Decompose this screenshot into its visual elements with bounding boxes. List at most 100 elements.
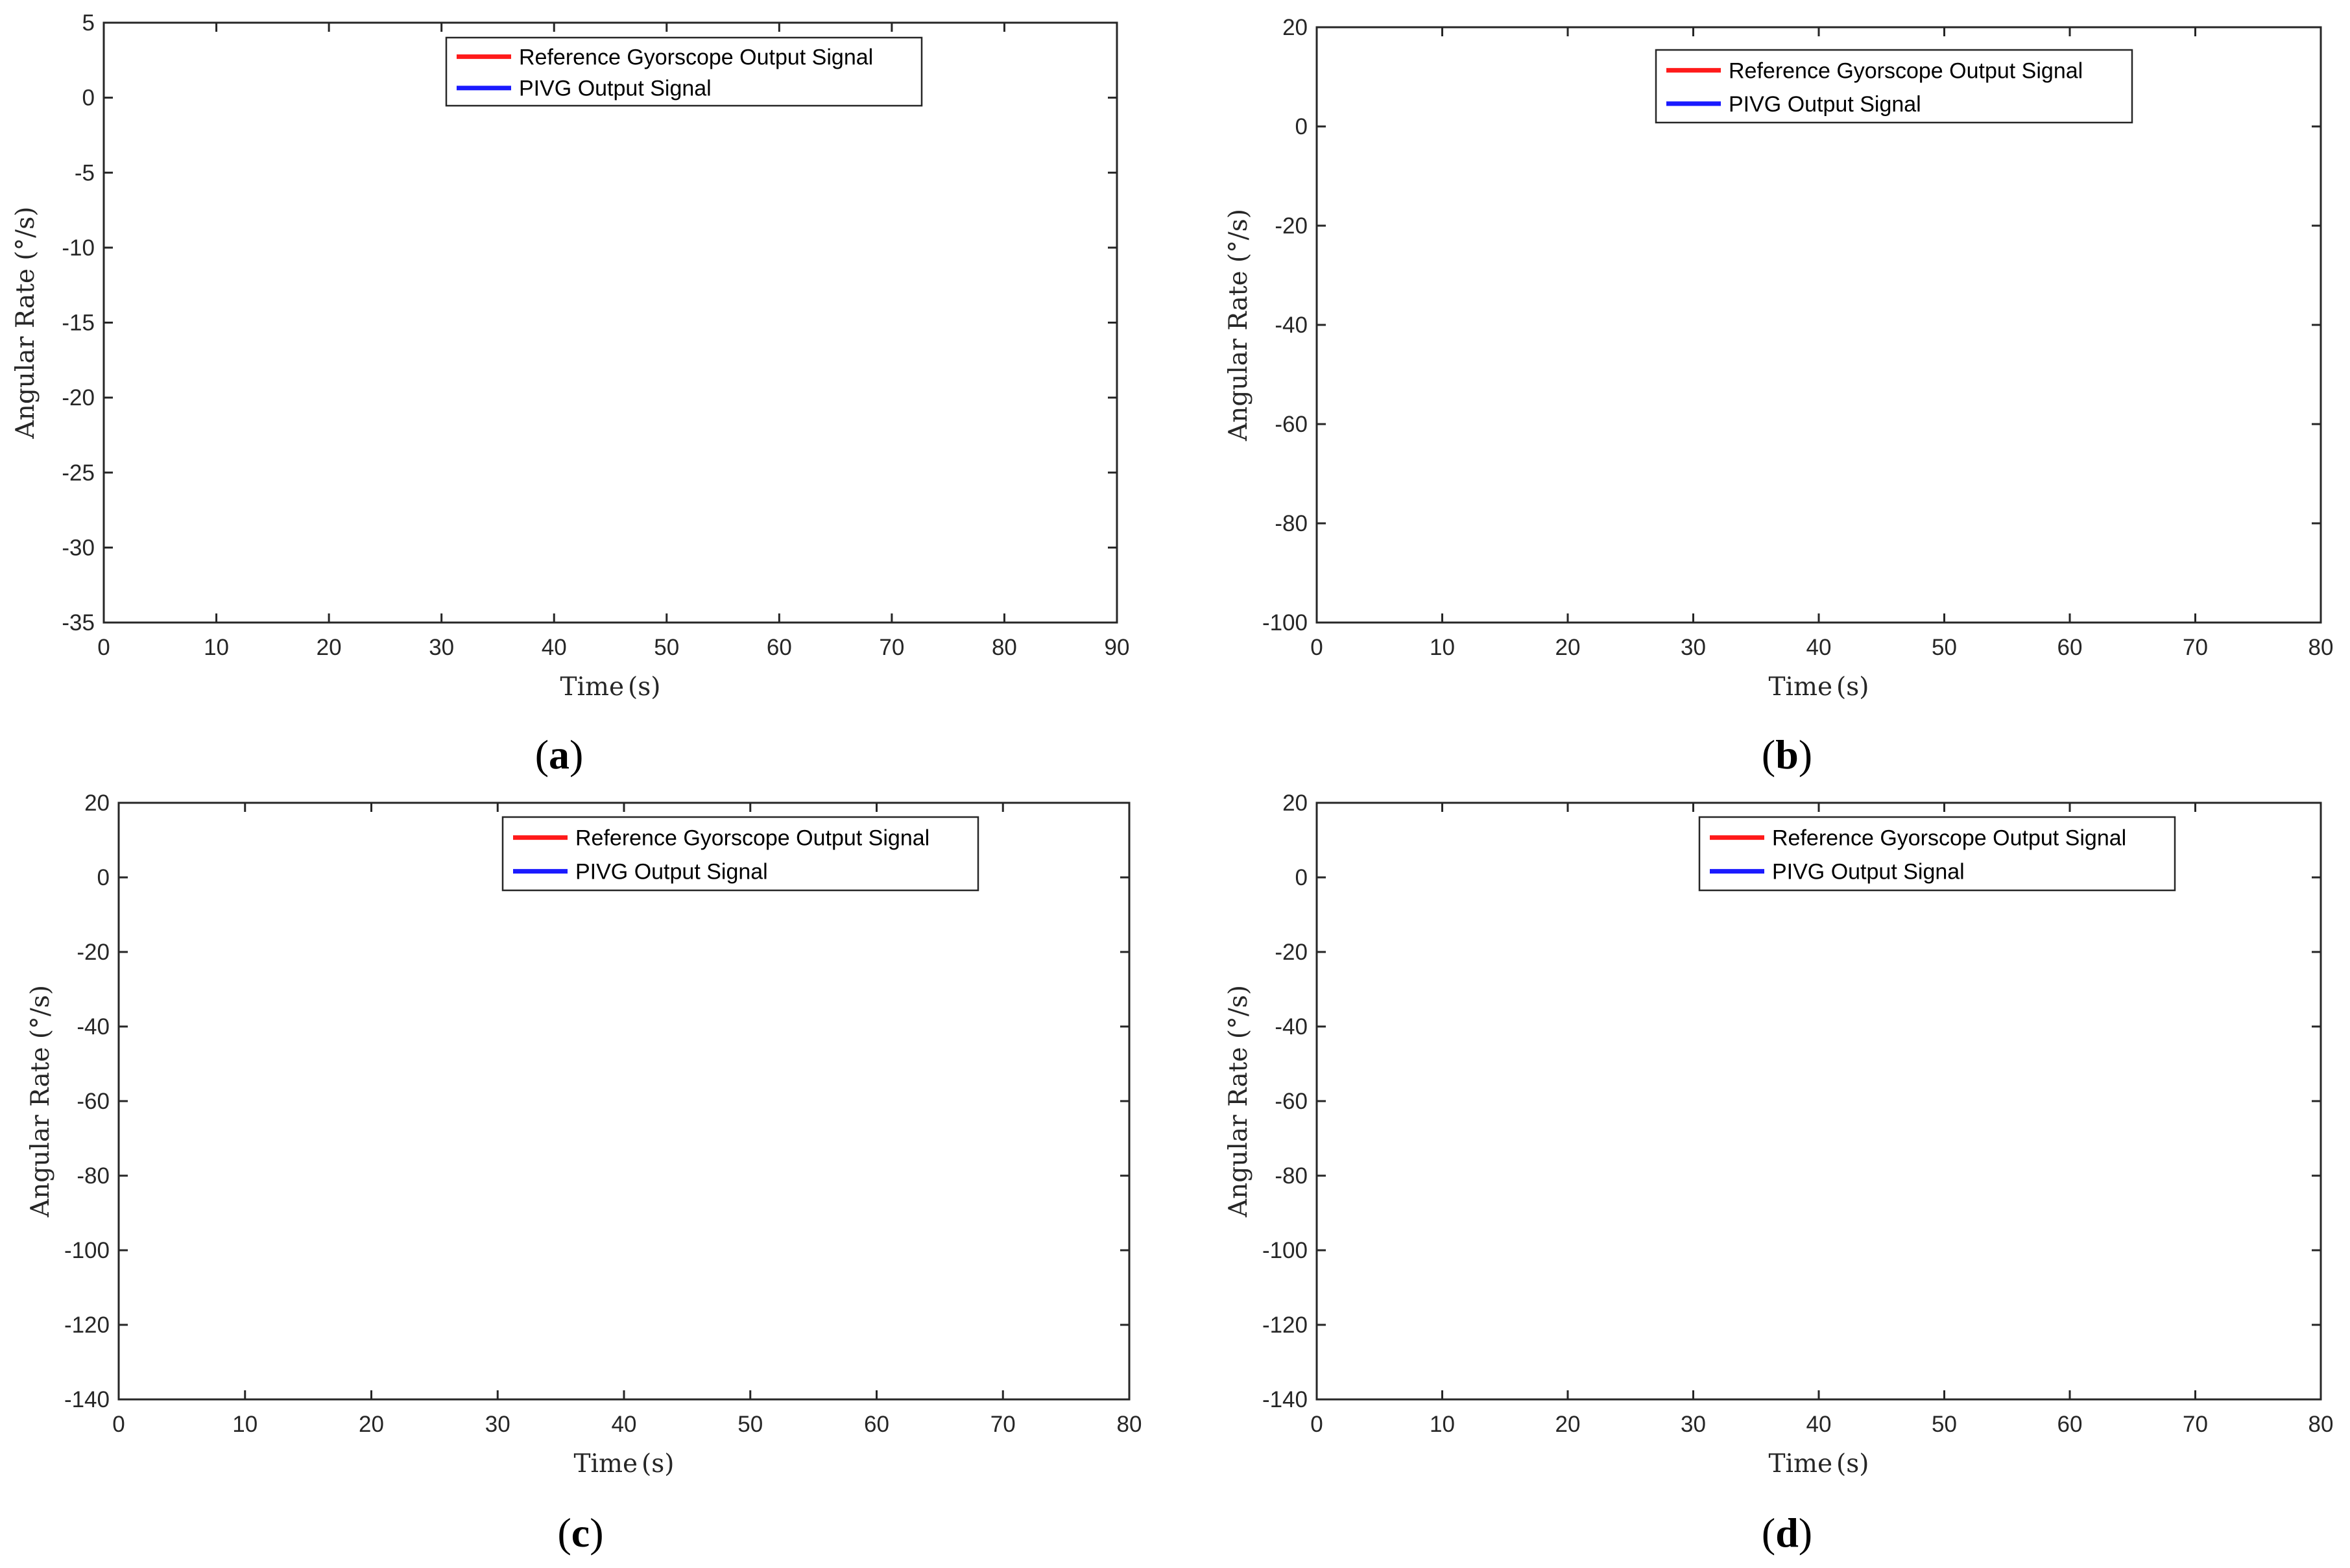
- x-tick-label: 90: [1105, 635, 1130, 660]
- chart-panel-d: 0 10 20 30 40 50 60 70 80 20 0 -20 -40 -60 -80 -100 -120…: [1224, 790, 2333, 1556]
- y-axis-label: Angular Rate (°/s): [11, 207, 40, 440]
- y-tick-label: 0: [1295, 114, 1308, 139]
- panel-caption: (b): [1762, 731, 1812, 778]
- x-tick-label: 50: [737, 1412, 763, 1437]
- y-tick-label: 5: [82, 10, 95, 36]
- x-tick-label: 20: [1555, 635, 1581, 660]
- x-tick-label: 70: [990, 1412, 1016, 1437]
- x-tick-label: 30: [485, 1412, 510, 1437]
- panel-caption: (d): [1762, 1510, 1812, 1556]
- axes-frame: [102, 21, 1118, 624]
- x-tick-label: 0: [1310, 1412, 1323, 1437]
- x-tick-label: 0: [112, 1412, 125, 1437]
- y-tick-label: -20: [1275, 940, 1308, 965]
- axes-frame: [1315, 802, 2322, 1401]
- legend-label-pivg: PIVG Output Signal: [575, 860, 768, 885]
- x-tick-label: 80: [2308, 635, 2334, 660]
- x-tick-label: 30: [1681, 635, 1706, 660]
- x-tick-label: 40: [542, 635, 567, 660]
- legend-box: [501, 816, 979, 892]
- y-tick-label: -10: [62, 235, 95, 261]
- y-tick-label: 20: [1282, 15, 1308, 40]
- chart-panel-b: 0 10 20 30 40 50 60 70 80 20 0 -20 -40 -60 -80 -100 Time…: [1224, 15, 2333, 778]
- y-axis-label: Angular Rate (°/s): [26, 985, 55, 1218]
- x-tick-label: 30: [1681, 1412, 1706, 1437]
- y-tick-label: -140: [64, 1387, 110, 1412]
- y-axis-label: Angular Rate (°/s): [1224, 209, 1253, 442]
- x-tick-label: 10: [204, 635, 229, 660]
- x-tick-label: 60: [2057, 1412, 2083, 1437]
- legend-box: [1655, 49, 2133, 124]
- x-axis-label: Time (s): [1768, 672, 1869, 702]
- x-tick-label: 10: [1430, 1412, 1455, 1437]
- legend-box: [445, 36, 923, 107]
- legend: Reference Gyorscope Output Signal PIVG Ou…: [445, 36, 923, 107]
- y-tick-label: -35: [62, 610, 95, 636]
- x-tick-label: 60: [2057, 635, 2083, 660]
- legend-label-reference: Reference Gyorscope Output Signal: [519, 45, 873, 69]
- x-tick-label: 80: [2308, 1412, 2334, 1437]
- x-axis-label: Time (s): [1768, 1449, 1869, 1479]
- legend: Reference Gyorscope Output Signal PIVG Ou…: [1698, 816, 2176, 892]
- x-tick-label: 70: [879, 635, 904, 660]
- y-tick-label: -60: [1275, 1089, 1308, 1114]
- y-tick-label: -40: [1275, 313, 1308, 338]
- y-tick-label: -20: [62, 385, 95, 410]
- x-tick-label: 60: [864, 1412, 889, 1437]
- x-tick-label: 50: [1932, 635, 1957, 660]
- y-tick-label: -60: [1275, 412, 1308, 437]
- x-tick-label: 20: [1555, 1412, 1581, 1437]
- y-tick-label: -100: [64, 1238, 110, 1263]
- legend-label-reference: Reference Gyorscope Output Signal: [1729, 58, 2083, 83]
- legend-label-pivg: PIVG Output Signal: [519, 77, 712, 101]
- x-tick-label: 40: [1806, 1412, 1832, 1437]
- x-tick-label: 40: [612, 1412, 637, 1437]
- y-tick-label: -80: [77, 1163, 110, 1189]
- y-tick-label: -40: [1275, 1014, 1308, 1039]
- x-axis-label: Time (s): [573, 1449, 674, 1479]
- y-tick-label: -5: [75, 160, 95, 185]
- y-tick-label: -25: [62, 460, 95, 486]
- x-tick-label: 70: [2183, 635, 2208, 660]
- chart-panel-c: 0 10 20 30 40 50 60 70 80 20 0 -20 -40 -60 -80 -100 -120…: [26, 790, 1142, 1556]
- y-tick-label: 0: [82, 86, 95, 111]
- legend-label-reference: Reference Gyorscope Output Signal: [575, 826, 929, 851]
- x-tick-label: 50: [1932, 1412, 1957, 1437]
- y-tick-label: -100: [1262, 1238, 1308, 1263]
- y-tick-label: 20: [84, 790, 110, 816]
- legend-label-pivg: PIVG Output Signal: [1772, 860, 1965, 885]
- x-tick-label: 20: [359, 1412, 384, 1437]
- x-tick-label: 70: [2183, 1412, 2208, 1437]
- y-tick-label: -15: [62, 311, 95, 336]
- y-tick-label: -100: [1262, 610, 1308, 636]
- y-tick-label: -20: [77, 940, 110, 965]
- x-tick-label: 10: [1430, 635, 1455, 660]
- y-tick-label: -30: [62, 535, 95, 560]
- y-axis-label: Angular Rate (°/s): [1224, 985, 1253, 1218]
- y-tick-label: 0: [97, 865, 110, 890]
- legend-label-pivg: PIVG Output Signal: [1729, 92, 1921, 117]
- y-tick-label: 20: [1282, 790, 1308, 816]
- legend: Reference Gyorscope Output Signal PIVG Ou…: [1655, 49, 2133, 124]
- chart-panel-a: 0 10 20 30 40 50 60 70 80 9050-5-10-15-20-25-30-3…: [11, 10, 1129, 778]
- y-tick-label: -120: [64, 1313, 110, 1338]
- y-tick-label: 0: [1295, 865, 1308, 890]
- y-tick-label: -20: [1275, 213, 1308, 239]
- x-tick-label: 30: [429, 635, 454, 660]
- x-tick-label: 40: [1806, 635, 1832, 660]
- x-axis-label: Time (s): [560, 672, 660, 702]
- y-tick-label: -120: [1262, 1313, 1308, 1338]
- y-tick-label: -80: [1275, 1163, 1308, 1189]
- x-tick-label: 0: [1310, 635, 1323, 660]
- x-tick-label: 80: [992, 635, 1017, 660]
- y-tick-label: -40: [77, 1014, 110, 1039]
- x-tick-label: 10: [232, 1412, 258, 1437]
- axes-frame: [1315, 26, 2322, 624]
- panel-caption: (a): [535, 731, 584, 778]
- x-tick-label: 0: [97, 635, 110, 660]
- y-tick-label: -60: [77, 1089, 110, 1114]
- x-tick-label: 20: [317, 635, 342, 660]
- legend: Reference Gyorscope Output Signal PIVG Ou…: [501, 816, 979, 892]
- legend-box: [1698, 816, 2176, 892]
